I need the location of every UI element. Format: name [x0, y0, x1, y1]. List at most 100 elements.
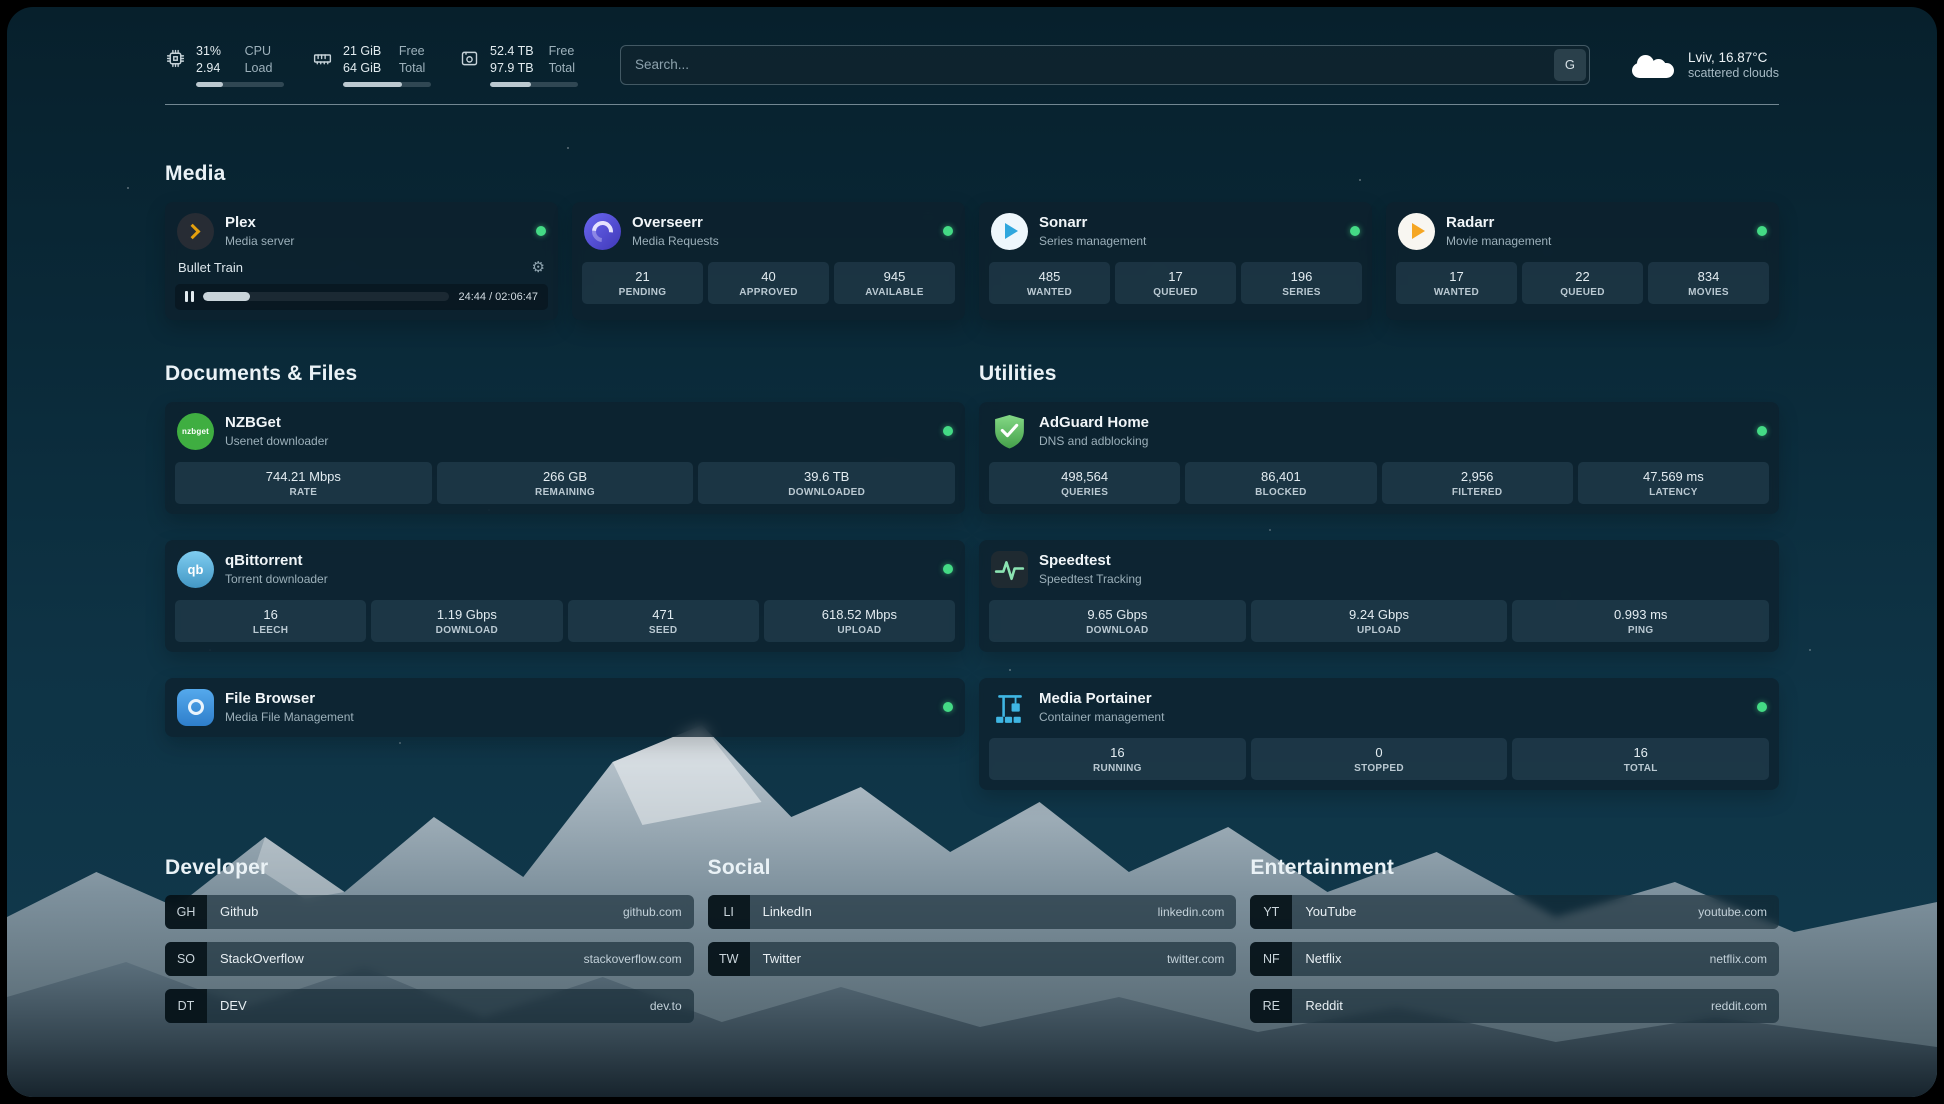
adguard-shield-icon [991, 413, 1028, 450]
qbittorrent-header[interactable]: qb qBittorrent Torrent downloader [175, 550, 955, 589]
overseerr-name: Overseerr [632, 214, 703, 231]
overseerr-status-dot [943, 226, 953, 236]
stat-total: 16 TOTAL [1512, 737, 1770, 780]
search-provider-button[interactable]: G [1553, 48, 1586, 81]
speedtest-header[interactable]: Speedtest Speedtest Tracking [989, 550, 1769, 589]
stat-available: 945 AVAILABLE [834, 261, 955, 304]
portainer-stats: 16 RUNNING 0 STOPPED 16 TOTAL [989, 737, 1770, 780]
stat-remaining: 266 GB REMAINING [436, 461, 694, 504]
stat-upload: 618.52 Mbps UPLOAD [763, 599, 955, 642]
sonarr-card[interactable]: Sonarr Series management 485 WANTED 17 Q… [979, 201, 1372, 320]
developer-title: Developer [165, 855, 269, 879]
plex-now-playing-row: Bullet Train ⚙ [175, 260, 548, 275]
speedtest-card[interactable]: Speedtest Speedtest Tracking 9.65 Gbps D… [979, 539, 1779, 652]
nzbget-card[interactable]: nzbget NZBGet Usenet downloader 744.21 M… [165, 401, 965, 514]
bookmark-twitter[interactable]: TW Twitter twitter.com [707, 941, 1237, 976]
search-bar: G [620, 44, 1590, 85]
stat-approved: 40 APPROVED [708, 261, 829, 304]
filebrowser-card[interactable]: File Browser Media File Management [165, 677, 965, 737]
gear-icon[interactable]: ⚙ [531, 258, 545, 276]
radarr-name: Radarr [1446, 214, 1495, 231]
portainer-name: Media Portainer [1039, 690, 1152, 707]
section-social: Social LI LinkedIn linkedin.com TW Twitt… [707, 855, 1237, 976]
disk-free: 52.4 TB [490, 44, 534, 58]
cpu-widget: 31% CPU 2.94 Load [165, 43, 284, 87]
social-title: Social [707, 855, 771, 879]
sonarr-description: Series management [1039, 234, 1147, 248]
twitter-abbr: TW [707, 941, 750, 976]
memory-total: 64 GiB [343, 61, 382, 76]
sonarr-icon [991, 212, 1028, 250]
disk-widget: 52.4 TB Free 97.9 TB Total [459, 43, 578, 87]
sonarr-stats: 485 WANTED 17 QUEUED 196 SERIES [989, 261, 1362, 304]
plex-header[interactable]: Plex Media server [175, 212, 548, 251]
bookmark-netflix[interactable]: NF Netflix netflix.com [1250, 941, 1779, 976]
weather-condition: scattered clouds [1687, 65, 1779, 80]
search-input[interactable] [620, 44, 1590, 85]
qbittorrent-card[interactable]: qb qBittorrent Torrent downloader 16 LEE… [165, 539, 965, 652]
memory-label-top: Free [398, 44, 425, 58]
filebrowser-header[interactable]: File Browser Media File Management [175, 688, 955, 727]
bookmark-stackoverflow[interactable]: SO StackOverflow stackoverflow.com [165, 941, 694, 976]
stat-leech: 16 LEECH [175, 599, 367, 642]
stat-wanted: 17 WANTED [1396, 261, 1517, 304]
plex-card[interactable]: Plex Media server Bullet Train ⚙ [165, 201, 558, 320]
portainer-status-dot [1757, 702, 1767, 712]
adguard-header[interactable]: AdGuard Home DNS and adblocking [989, 412, 1769, 451]
memory-label-bottom: Total [398, 61, 426, 76]
bookmark-github[interactable]: GH Github github.com [165, 894, 694, 929]
portainer-card[interactable]: Media Portainer Container management 16 … [979, 677, 1779, 790]
plex-now-playing-title: Bullet Train [178, 259, 244, 275]
adguard-status-dot [1757, 426, 1767, 436]
section-entertainment: Entertainment YT YouTube youtube.com NF … [1250, 856, 1779, 1023]
nzbget-name: NZBGet [225, 414, 281, 431]
radarr-header[interactable]: Radarr Movie management [1396, 212, 1769, 251]
bookmark-linkedin[interactable]: LI LinkedIn linkedin.com [707, 894, 1237, 929]
radarr-status-dot [1757, 226, 1767, 236]
speedtest-name: Speedtest [1039, 552, 1111, 569]
overseerr-card[interactable]: Overseerr Media Requests 21 PENDING 40 A… [572, 201, 965, 320]
stat-pending: 21 PENDING [582, 261, 703, 304]
stat-movies: 834 MOVIES [1648, 261, 1769, 304]
speedtest-description: Speedtest Tracking [1039, 572, 1142, 586]
adguard-stats: 498,564 QUERIES 86,401 BLOCKED 2,956 FIL… [989, 461, 1769, 504]
nzbget-header[interactable]: nzbget NZBGet Usenet downloader [175, 412, 955, 451]
top-bar: 31% CPU 2.94 Load 21 GiB [165, 43, 1779, 87]
filebrowser-description: Media File Management [225, 710, 354, 724]
pause-icon[interactable] [185, 291, 194, 302]
stat-wanted: 485 WANTED [989, 261, 1110, 304]
sonarr-header[interactable]: Sonarr Series management [989, 212, 1362, 251]
disk-label-bottom: Total [548, 61, 575, 76]
radarr-card[interactable]: Radarr Movie management 17 WANTED 22 QUE… [1386, 201, 1779, 320]
speedtest-icon [991, 550, 1028, 588]
memory-icon [312, 48, 333, 69]
bookmark-reddit[interactable]: RE Reddit reddit.com [1250, 988, 1779, 1023]
dev-abbr: DT [165, 988, 207, 1023]
portainer-header[interactable]: Media Portainer Container management [989, 688, 1769, 727]
adguard-card[interactable]: AdGuard Home DNS and adblocking 498,564 … [979, 401, 1779, 514]
qbittorrent-name: qBittorrent [225, 552, 303, 569]
nzbget-description: Usenet downloader [225, 434, 329, 448]
plex-status-dot [536, 226, 546, 236]
weather-location: Lviv, 16.87°C [1687, 49, 1768, 65]
stat-queued: 22 QUEUED [1522, 261, 1643, 304]
plex-name: Plex [225, 214, 256, 231]
memory-free: 21 GiB [343, 44, 382, 58]
overseerr-icon [584, 212, 621, 250]
documents-files-title: Documents & Files [165, 361, 358, 385]
youtube-abbr: YT [1250, 894, 1293, 929]
utilities-title: Utilities [979, 361, 1057, 385]
netflix-abbr: NF [1250, 941, 1293, 976]
bookmark-dev[interactable]: DT DEV dev.to [165, 988, 694, 1023]
stat-seed: 471 SEED [567, 599, 759, 642]
stat-series: 196 SERIES [1241, 261, 1362, 304]
plex-progress-track[interactable] [203, 292, 450, 301]
dashboard-screen: 31% CPU 2.94 Load 21 GiB [7, 7, 1937, 1097]
stat-download: 9.65 Gbps DOWNLOAD [989, 599, 1246, 642]
overseerr-header[interactable]: Overseerr Media Requests [582, 212, 955, 251]
filebrowser-icon [177, 688, 214, 726]
stat-queries: 498,564 QUERIES [989, 461, 1181, 504]
bookmark-youtube[interactable]: YT YouTube youtube.com [1250, 894, 1779, 929]
qbittorrent-description: Torrent downloader [225, 572, 328, 586]
nzbget-status-dot [943, 426, 953, 436]
